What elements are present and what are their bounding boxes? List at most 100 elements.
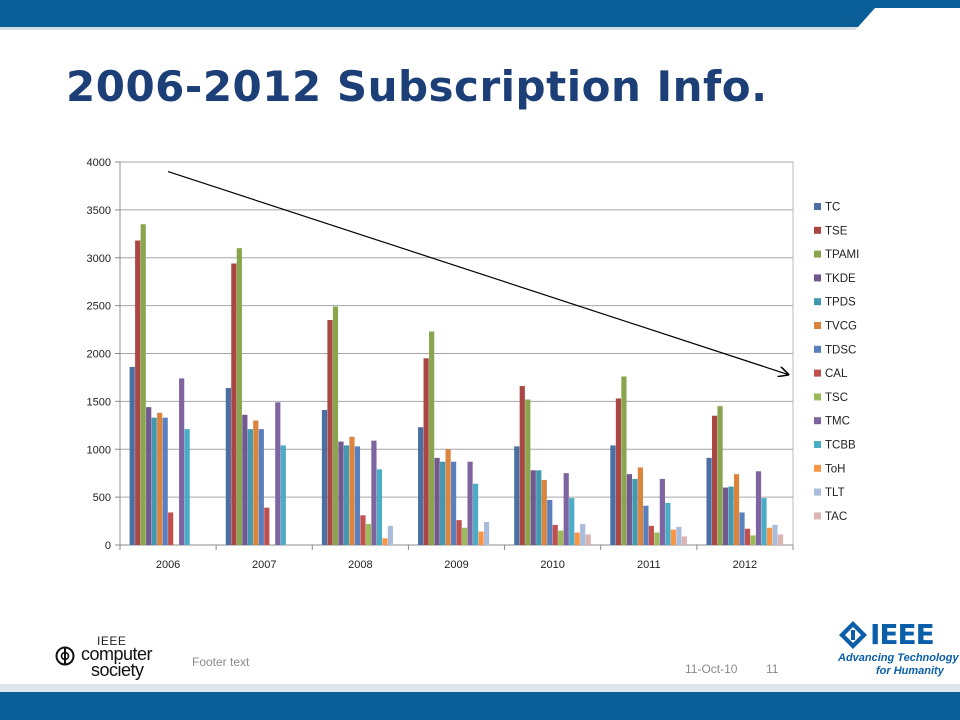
- legend-swatch-tmc: [814, 417, 821, 425]
- bar-cal-2011: [648, 525, 654, 545]
- bar-tsc-2008: [365, 523, 372, 545]
- bar-tvcg-2007: [253, 420, 259, 545]
- legend-swatch-tlt: [814, 488, 821, 496]
- legend-swatch-tcbb: [814, 441, 821, 448]
- y-tick-label: 2500: [87, 301, 111, 313]
- y-tick-label: 500: [93, 492, 111, 504]
- bar-tkde-2007: [242, 414, 248, 545]
- page-title: 2006-2012 Subscription Info.: [66, 62, 768, 111]
- bar-cal-2009: [456, 520, 462, 545]
- bar-tpds-2009: [440, 461, 446, 545]
- bar-tcbb-2010: [569, 498, 575, 545]
- bar-tlt-2008: [387, 525, 394, 545]
- bar-tse-2009: [423, 358, 429, 545]
- legend-swatch-tvcg: [814, 322, 821, 329]
- bar-toh-2008: [382, 538, 388, 545]
- computer-society-ieee: IEEE: [97, 634, 127, 648]
- bar-cal-2012: [744, 528, 751, 545]
- bar-tvcg-2006: [157, 412, 163, 545]
- ieee-diamond-icon: [839, 621, 867, 649]
- bar-tvcg-2012: [733, 474, 740, 545]
- bar-tpami-2010: [525, 399, 531, 545]
- bar-tmc-2006: [179, 378, 185, 545]
- bar-tlt-2010: [580, 523, 586, 545]
- bar-tvcg-2008: [349, 436, 355, 545]
- bar-tse-2008: [327, 319, 333, 545]
- legend-entry-tkde: TKDE: [825, 273, 856, 285]
- bar-tdsc-2006: [162, 417, 168, 545]
- bar-tse-2011: [615, 398, 622, 545]
- bar-tpami-2006: [140, 224, 146, 546]
- bar-tac-2011: [681, 536, 687, 545]
- y-tick-label: 4000: [87, 157, 111, 169]
- bar-tpami-2008: [332, 306, 339, 545]
- bar-tmc-2009: [467, 461, 473, 545]
- bar-tdsc-2010: [547, 499, 553, 545]
- bar-cal-2007: [264, 507, 270, 545]
- legend-swatch-toh: [814, 464, 821, 472]
- legend-entry-tcbb: TCBB: [825, 440, 856, 452]
- footer-text: Footer text: [192, 655, 250, 669]
- legend-swatch-tpami: [814, 250, 821, 258]
- footer-bar: [0, 684, 960, 720]
- bar-tcbb-2011: [665, 502, 671, 545]
- y-tick-label: 3000: [87, 253, 111, 265]
- x-tick-label: 2012: [733, 559, 757, 571]
- bar-tmc-2008: [371, 440, 377, 545]
- footer-date: 11-Oct-10: [685, 662, 738, 676]
- bar-tse-2010: [519, 386, 525, 545]
- bar-tc-2008: [321, 409, 328, 545]
- legend-entry-tlt: TLT: [825, 487, 845, 499]
- ieee-tagline-2: for Humanity: [876, 665, 944, 677]
- bar-toh-2010: [574, 532, 580, 545]
- ieee-logo: IEEE Advancing Technology for Humanity: [838, 618, 959, 678]
- bar-tpami-2011: [621, 376, 627, 545]
- bar-tlt-2009: [483, 522, 490, 545]
- y-tick-label: 1000: [87, 444, 111, 456]
- bar-tpds-2007: [247, 429, 253, 545]
- bar-tc-2007: [225, 387, 231, 545]
- bar-tse-2006: [135, 240, 141, 545]
- bar-tlt-2012: [772, 524, 778, 545]
- legend-entry-cal: CAL: [825, 368, 848, 380]
- ieee-tagline-1: Advancing Technology: [838, 652, 959, 664]
- bar-tpds-2012: [728, 486, 734, 545]
- bar-tvcg-2011: [637, 467, 643, 545]
- y-tick-label: 0: [105, 540, 111, 552]
- bar-toh-2012: [766, 527, 773, 545]
- bar-tdsc-2012: [739, 512, 745, 545]
- legend-swatch-tdsc: [814, 345, 821, 353]
- bar-tc-2010: [514, 446, 520, 545]
- bar-tkde-2009: [434, 457, 440, 545]
- bar-tcbb-2007: [280, 445, 286, 545]
- legend-entry-tdsc: TDSC: [825, 344, 856, 356]
- y-tick-label: 3500: [87, 205, 111, 217]
- x-tick-label: 2007: [252, 559, 276, 571]
- bar-tdsc-2007: [258, 429, 264, 545]
- bar-toh-2009: [478, 531, 484, 545]
- legend-entry-tpds: TPDS: [825, 297, 856, 309]
- legend-entry-tc: TC: [825, 202, 840, 214]
- computer-society-logo: IEEE computer society: [55, 634, 180, 680]
- bar-tsc-2009: [461, 527, 468, 545]
- x-tick-label: 2009: [444, 559, 468, 571]
- bar-tpds-2010: [536, 470, 542, 545]
- bar-tmc-2011: [659, 478, 665, 545]
- bar-tmc-2007: [275, 402, 281, 545]
- page-number: 11: [766, 662, 779, 676]
- bar-tmc-2012: [755, 471, 762, 545]
- bar-tdsc-2008: [354, 446, 361, 545]
- bar-tvcg-2010: [541, 479, 547, 545]
- bar-tkde-2010: [530, 470, 536, 545]
- legend-entry-tsc: TSC: [825, 392, 848, 404]
- legend-swatch-tkde: [814, 274, 821, 282]
- bar-tpami-2007: [236, 248, 242, 546]
- trend-arrow: [167, 171, 788, 375]
- bar-tse-2012: [711, 415, 718, 545]
- computer-society-line1: computer: [81, 644, 153, 664]
- bar-tac-2010: [585, 534, 591, 545]
- x-tick-label: 2010: [540, 559, 564, 571]
- x-tick-label: 2008: [348, 559, 372, 571]
- y-tick-label: 2000: [87, 349, 111, 361]
- legend-entry-tse: TSE: [825, 225, 848, 237]
